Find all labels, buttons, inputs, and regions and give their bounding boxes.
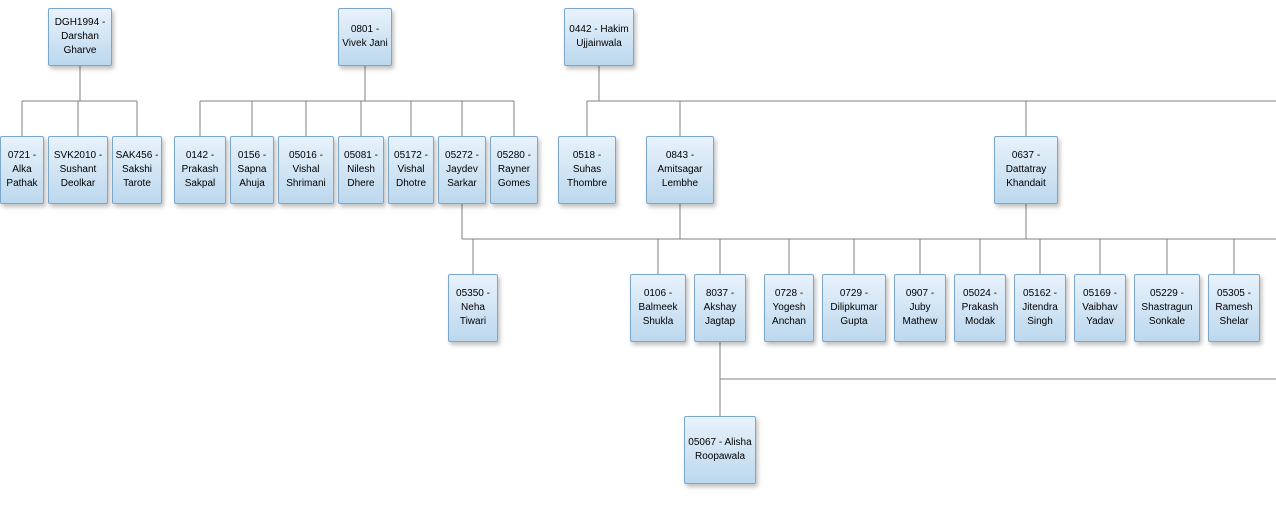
- org-node-g6[interactable]: 0907 - Juby Mathew: [894, 274, 946, 342]
- org-node-g1[interactable]: 05350 - Neha Tiwari: [448, 274, 498, 342]
- org-node-g7[interactable]: 05024 - Prakash Modak: [954, 274, 1006, 342]
- org-node-c5[interactable]: 0156 - Sapna Ahuja: [230, 136, 274, 204]
- org-node-c12[interactable]: 0843 - Amitsagar Lembhe: [646, 136, 714, 204]
- org-node-c7[interactable]: 05081 - Nilesh Dhere: [338, 136, 384, 204]
- org-node-r3[interactable]: 0442 - Hakim Ujjainwala: [564, 8, 634, 66]
- org-node-c6[interactable]: 05016 - Vishal Shrimani: [278, 136, 334, 204]
- org-node-r1[interactable]: DGH1994 - Darshan Gharve: [48, 8, 112, 66]
- org-node-g11[interactable]: 05305 - Ramesh Shelar: [1208, 274, 1260, 342]
- org-node-g5[interactable]: 0729 - Dilipkumar Gupta: [822, 274, 886, 342]
- org-node-c9[interactable]: 05272 - Jaydev Sarkar: [438, 136, 486, 204]
- org-node-g8[interactable]: 05162 - Jitendra Singh: [1014, 274, 1066, 342]
- org-node-r2[interactable]: 0801 - Vivek Jani: [338, 8, 392, 66]
- org-node-g4[interactable]: 0728 - Yogesh Anchan: [764, 274, 814, 342]
- org-node-c4[interactable]: 0142 - Prakash Sakpal: [174, 136, 226, 204]
- org-node-gg1[interactable]: 05067 - Alisha Roopawala: [684, 416, 756, 484]
- org-node-g3[interactable]: 8037 - Akshay Jagtap: [694, 274, 746, 342]
- org-node-c13[interactable]: 0637 - Dattatray Khandait: [994, 136, 1058, 204]
- org-node-c10[interactable]: 05280 - Rayner Gomes: [490, 136, 538, 204]
- org-node-c2[interactable]: SVK2010 - Sushant Deolkar: [48, 136, 108, 204]
- org-node-g10[interactable]: 05229 - Shastragun Sonkale: [1134, 274, 1200, 342]
- org-chart-stage: DGH1994 - Darshan Gharve 0801 - Vivek Jan…: [0, 0, 1276, 512]
- org-node-c1[interactable]: 0721 - Alka Pathak: [0, 136, 44, 204]
- org-node-c8[interactable]: 05172 - Vishal Dhotre: [388, 136, 434, 204]
- org-node-g2[interactable]: 0106 - Balmeek Shukla: [630, 274, 686, 342]
- org-node-c3[interactable]: SAK456 - Sakshi Tarote: [112, 136, 162, 204]
- org-node-g9[interactable]: 05169 - Vaibhav Yadav: [1074, 274, 1126, 342]
- org-node-c11[interactable]: 0518 - Suhas Thombre: [558, 136, 616, 204]
- connector-layer: [0, 0, 1276, 512]
